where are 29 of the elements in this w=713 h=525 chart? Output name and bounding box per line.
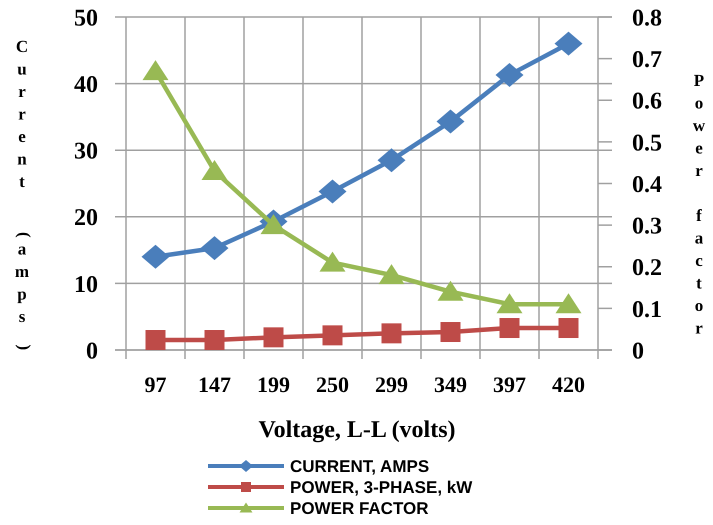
legend-label: POWER FACTOR	[290, 498, 429, 518]
y2-tick-label: 0.6	[632, 88, 662, 115]
text: Power factor	[692, 71, 706, 338]
x-axis-title: Voltage, L-L (volts)	[258, 417, 456, 443]
x-tick-label: 420	[552, 372, 585, 397]
y2-tick-label: 0.8	[632, 5, 662, 32]
y2-tick-label: 0.5	[632, 130, 662, 156]
text: Current (amps)	[14, 37, 34, 350]
legend-label: POWER, 3-PHASE, kW	[290, 478, 474, 497]
y2-tick-label: 0.7	[632, 47, 662, 74]
y-tick-label: 0	[86, 338, 98, 364]
y-tick-label: 40	[74, 72, 98, 98]
y-tick-label: 10	[74, 272, 98, 298]
x-tick-label: 397	[493, 372, 526, 397]
x-tick-label: 250	[316, 372, 349, 397]
y-tick-label: 50	[74, 5, 98, 32]
x-tick-label: 147	[198, 372, 231, 397]
y-tick-label: 30	[74, 138, 98, 165]
y-tick-label: 20	[74, 205, 98, 232]
y2-tick-label: 0.3	[632, 214, 662, 240]
x-tick-label: 199	[257, 372, 290, 397]
legend-label: CURRENT, AMPS	[290, 456, 430, 476]
y2-tick-label: 0.1	[632, 296, 662, 323]
y2-tick-label: 0.2	[632, 255, 662, 282]
x-tick-label: 349	[434, 372, 467, 397]
y2-tick-label: 0	[632, 338, 644, 364]
y2-tick-label: 0.4	[632, 172, 662, 198]
x-tick-label: 299	[375, 372, 408, 397]
x-tick-label: 97	[144, 372, 166, 397]
